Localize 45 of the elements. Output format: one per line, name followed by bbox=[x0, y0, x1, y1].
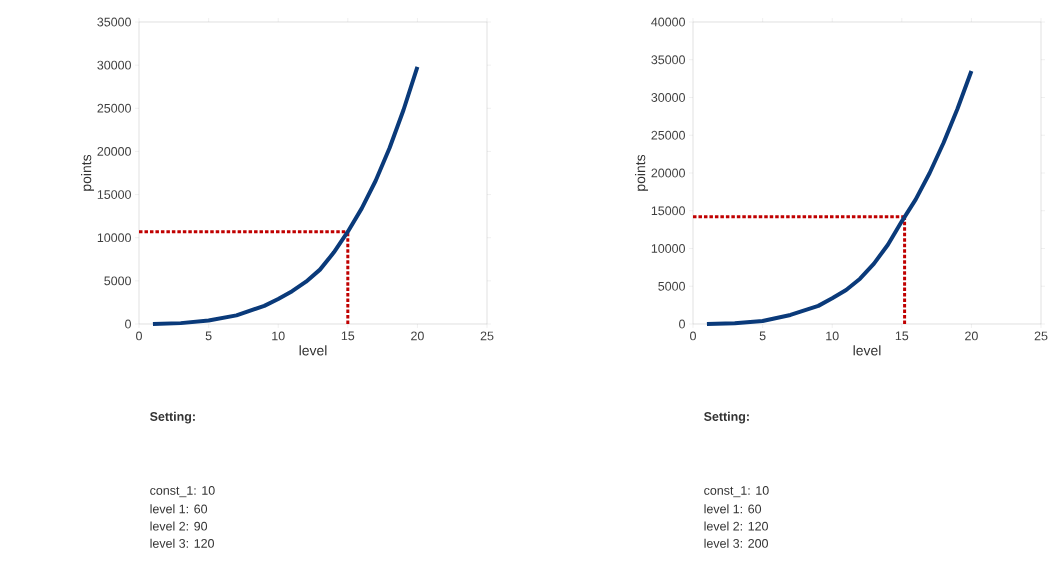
text: level 1: 60 bbox=[704, 504, 762, 514]
text: level 1: 60 bbox=[150, 504, 208, 514]
y-tick-label: 0 bbox=[125, 319, 131, 329]
text: Setting: bbox=[704, 411, 749, 424]
y-tick-label: 15000 bbox=[651, 206, 685, 216]
x-tick-label: 25 bbox=[1034, 331, 1048, 341]
y-tick-label: 20000 bbox=[651, 168, 685, 178]
y-tick-label: 10000 bbox=[97, 233, 131, 243]
y-tick-label: 35000 bbox=[651, 55, 685, 65]
x-tick-label: 5 bbox=[759, 331, 766, 341]
y-tick-label: 5000 bbox=[104, 276, 131, 286]
y-tick-label: 25000 bbox=[97, 103, 131, 113]
x-tick-label: 15 bbox=[895, 331, 909, 341]
text: const_1: 10 bbox=[150, 486, 215, 498]
y-tick-label: 40000 bbox=[651, 17, 685, 27]
y-tick-label: 30000 bbox=[651, 93, 685, 102]
text: const_1: 10 bbox=[704, 486, 769, 498]
x-tick-label: 20 bbox=[411, 331, 424, 341]
y-tick-label: 5000 bbox=[658, 281, 685, 291]
y-tick-label: 0 bbox=[679, 319, 685, 329]
text: level 3: 120 bbox=[150, 538, 214, 548]
y-tick-label: 25000 bbox=[651, 130, 685, 140]
y-tick-label: 30000 bbox=[97, 60, 131, 70]
y-tick-label: 35000 bbox=[97, 17, 131, 27]
line-series bbox=[704, 69, 974, 326]
x-tick-label: 0 bbox=[136, 331, 142, 341]
text: level 2: 120 bbox=[704, 521, 768, 531]
text: level 2: 90 bbox=[150, 521, 208, 531]
x-tick-label: 20 bbox=[965, 331, 978, 341]
y-tick-label: 20000 bbox=[97, 147, 131, 156]
x-axis-title: level bbox=[853, 345, 881, 356]
x-tick-label: 10 bbox=[826, 331, 839, 341]
x-tick-label: 15 bbox=[341, 331, 355, 341]
y-tick-label: 15000 bbox=[97, 190, 131, 199]
x-tick-label: 5 bbox=[205, 331, 212, 341]
y-tick-label: 10000 bbox=[651, 244, 685, 253]
text: Setting: bbox=[150, 411, 195, 424]
x-tick-label: 0 bbox=[690, 331, 696, 341]
line-series bbox=[150, 64, 420, 326]
x-tick-label: 10 bbox=[272, 331, 285, 341]
x-tick-label: 25 bbox=[480, 331, 494, 341]
y-axis-title: points bbox=[635, 154, 649, 191]
text: level 3: 200 bbox=[704, 538, 768, 548]
x-axis-title: level bbox=[299, 345, 327, 356]
y-axis-title: points bbox=[81, 154, 95, 191]
